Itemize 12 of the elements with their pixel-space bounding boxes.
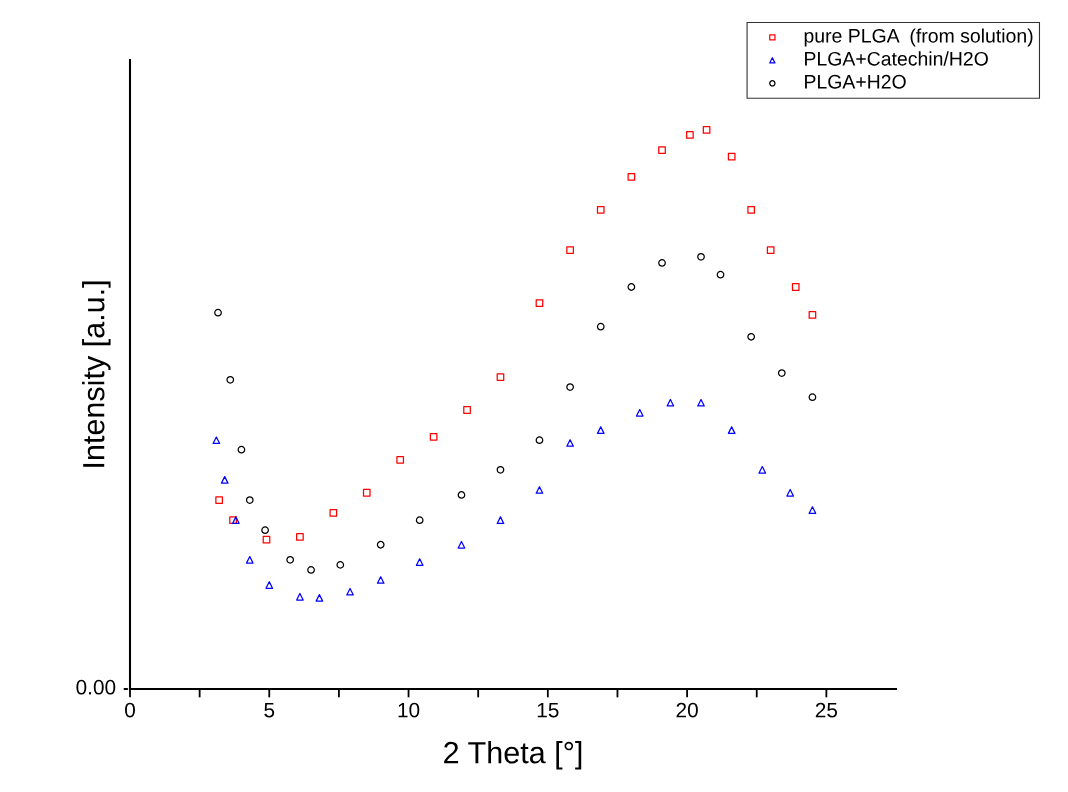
x-tick-label: 15 <box>537 702 559 718</box>
legend-label: pure PLGA (from solution) <box>804 28 1033 47</box>
x-tick-label: 25 <box>815 702 838 718</box>
x-tick-label: 5 <box>264 702 275 718</box>
x-axis-title: 2 Theta [°] <box>444 741 582 770</box>
text: 0.00 <box>76 679 116 695</box>
legend-label: PLGA+H2O <box>805 74 906 89</box>
legend-label: PLGA+Catechin/H2O <box>805 51 988 66</box>
x-tick-label: 10 <box>398 702 420 718</box>
x-tick-label: 20 <box>676 702 698 718</box>
x-tick-label: 0 <box>125 702 135 718</box>
y-axis-title: Intensity [a.u.] <box>82 281 111 467</box>
